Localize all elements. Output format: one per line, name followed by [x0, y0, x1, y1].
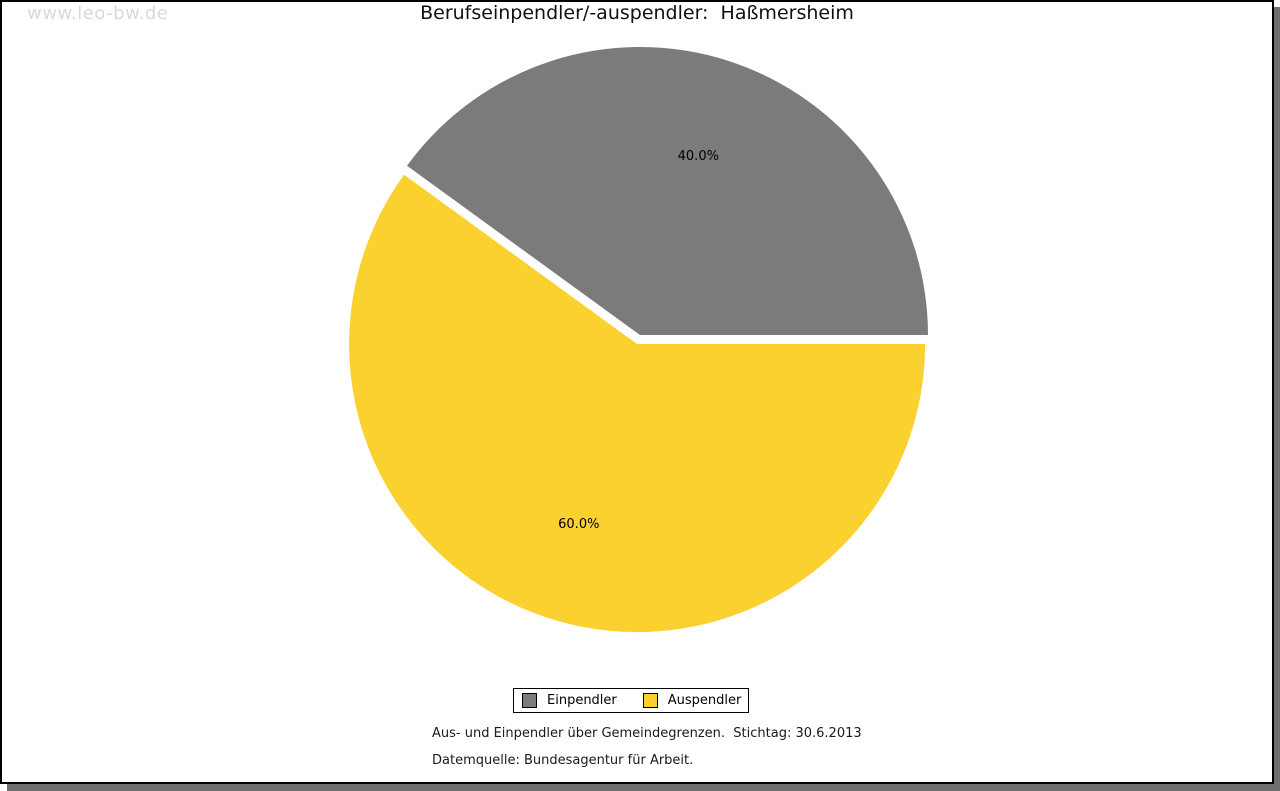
legend-item-auspendler: Auspendler — [642, 693, 742, 708]
pie-slice-auspendler — [349, 174, 926, 633]
legend-swatch-auspendler-icon — [642, 693, 658, 708]
pie-slice-einpendler — [407, 46, 928, 335]
chart-source: Datemquelle: Bundesagentur für Arbeit. — [432, 753, 694, 768]
chart-caption: Aus- und Einpendler über Gemeindegrenzen… — [432, 726, 862, 741]
legend-label-auspendler: Auspendler — [667, 693, 742, 708]
legend-item-einpendler: Einpendler — [522, 693, 617, 708]
legend: Einpendler Auspendler — [513, 688, 749, 713]
watermark: www.leo-bw.de — [27, 3, 169, 24]
pie-label-auspendler: 60.0% — [558, 517, 599, 532]
pie-chart: 40.0% 60.0% — [349, 46, 928, 633]
pie-label-einpendler: 40.0% — [678, 149, 719, 164]
legend-label-einpendler: Einpendler — [547, 693, 617, 708]
legend-swatch-einpendler-icon — [522, 693, 537, 708]
chart-title: Berufseinpendler/-auspendler: Haßmershei… — [420, 2, 854, 24]
